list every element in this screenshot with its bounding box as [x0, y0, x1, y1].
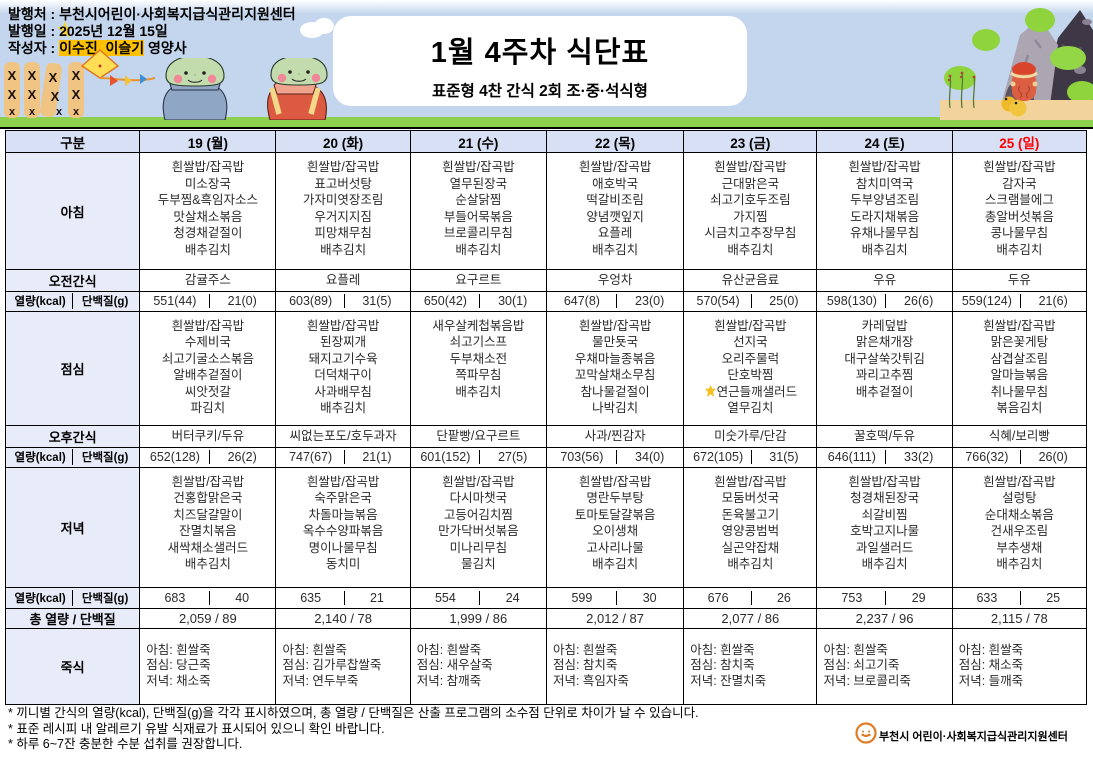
svg-text:x: x — [9, 106, 16, 118]
svg-text:X: X — [49, 70, 58, 85]
svg-text:x: x — [56, 106, 63, 118]
svg-text:X: X — [28, 87, 37, 102]
svg-text:x: x — [73, 106, 80, 118]
svg-text:X: X — [8, 68, 17, 83]
svg-text:x: x — [29, 106, 36, 118]
svg-text:X: X — [51, 89, 60, 104]
svg-text:X: X — [8, 87, 17, 102]
svg-text:X: X — [28, 68, 37, 83]
